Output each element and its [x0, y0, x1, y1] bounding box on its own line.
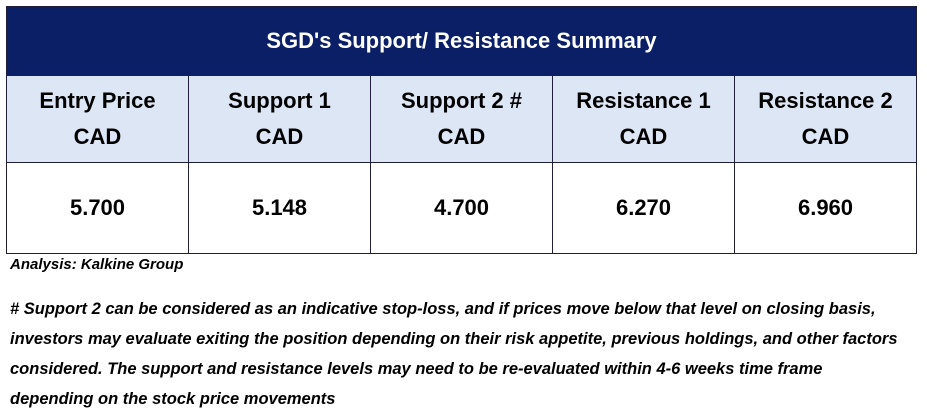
header-entry-price-label: Entry Price [39, 88, 156, 113]
header-support-2: Support 2 # CAD [370, 75, 553, 163]
header-resistance-2: Resistance 2 CAD [734, 75, 917, 163]
value-support-1: 5.148 [188, 162, 371, 254]
footnote-disclaimer: # Support 2 can be considered as an indi… [10, 300, 898, 408]
header-resistance-1-label: Resistance 1 [576, 88, 711, 113]
table-value-row: 5.700 5.148 4.700 6.270 6.960 [6, 162, 917, 254]
value-resistance-1: 6.270 [552, 162, 735, 254]
value-support-2: 4.700 [370, 162, 553, 254]
header-resistance-2-label: Resistance 2 [758, 88, 893, 113]
header-support-1: Support 1 CAD [188, 75, 371, 163]
header-resistance-1: Resistance 1 CAD [552, 75, 735, 163]
value-resistance-2: 6.960 [734, 162, 917, 254]
header-entry-price-unit: CAD [73, 124, 122, 149]
analysis-source: Analysis: Kalkine Group [10, 256, 184, 273]
header-support-1-label: Support 1 [228, 88, 331, 113]
header-support-1-unit: CAD [255, 124, 304, 149]
table-title-row: SGD's Support/ Resistance Summary [6, 6, 917, 76]
table-title: SGD's Support/ Resistance Summary [6, 6, 917, 76]
header-support-2-unit: CAD [437, 124, 486, 149]
header-resistance-2-unit: CAD [801, 124, 850, 149]
table-header-row: Entry Price CAD Support 1 CAD Support 2 … [6, 75, 917, 163]
header-resistance-1-unit: CAD [619, 124, 668, 149]
header-support-2-label: Support 2 # [400, 88, 522, 113]
header-entry-price: Entry Price CAD [6, 75, 189, 163]
value-entry-price: 5.700 [6, 162, 189, 254]
support-resistance-table: SGD's Support/ Resistance Summary Entry … [6, 6, 917, 254]
